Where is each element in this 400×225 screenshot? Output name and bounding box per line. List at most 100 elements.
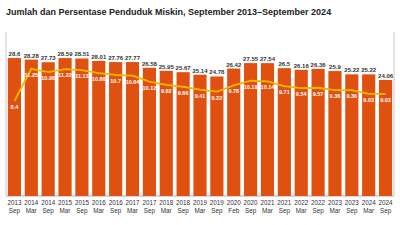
x-tick-label-line: Mar: [93, 207, 104, 214]
x-tick-label: 2021Mar: [260, 199, 275, 214]
x-tick-label-line: Mar: [195, 207, 206, 214]
bar: [177, 72, 190, 196]
line-label: 10.14: [261, 84, 276, 90]
bar: [58, 58, 71, 196]
x-tick-label-line: Feb: [228, 207, 239, 214]
chart-title: Jumlah dan Persentase Penduduk Miskin, S…: [6, 7, 331, 17]
x-tick-label-line: 2014: [24, 199, 39, 206]
line-label: 11.13: [75, 73, 88, 79]
bar: [25, 60, 38, 196]
bar-label: 28.59: [58, 51, 74, 57]
line-label: 10.12: [143, 85, 157, 91]
x-tick-label: 2020Sep: [244, 199, 259, 215]
x-tick-label: 2014Sep: [41, 199, 56, 215]
bar-label: 26.16: [294, 63, 310, 69]
line-label: 9.36: [346, 93, 357, 99]
x-tick-label-line: 2013: [7, 199, 22, 206]
x-tick-label: 2015Mar: [58, 199, 73, 214]
line-label: 9.03: [363, 97, 374, 103]
y-axis-line: [6, 32, 7, 196]
bar: [193, 75, 206, 196]
bar-label: 26.5: [279, 61, 291, 67]
x-tick-label-line: Sep: [380, 207, 392, 215]
line-label: 9.71: [279, 89, 290, 95]
x-tick-label: 2017Sep: [142, 199, 157, 215]
x-tick-label: 2014Mar: [24, 199, 39, 214]
bar-label: 28.01: [91, 54, 107, 60]
x-tick-label-line: Sep: [279, 207, 291, 215]
bar-label: 26.36: [311, 62, 327, 68]
line-label: 10.19: [244, 84, 258, 90]
x-tick-label-line: Sep: [211, 207, 223, 215]
x-tick-label-line: 2019: [193, 199, 208, 206]
bar-label: 27.73: [41, 55, 57, 61]
bar-label: 28.6: [9, 51, 21, 57]
bar-label: 27.76: [108, 55, 124, 61]
bar: [160, 71, 173, 196]
marks: [8, 58, 392, 196]
bar: [42, 62, 55, 196]
x-tick-label-line: Sep: [346, 207, 358, 215]
line-label: 10.64: [126, 79, 141, 85]
bar: [210, 76, 223, 196]
x-tick-label-line: 2017: [126, 199, 141, 206]
chart-container: Jumlah dan Persentase Penduduk Miskin, S…: [0, 0, 400, 225]
x-tick-label: 2016Mar: [92, 199, 107, 214]
bar-label: 26.58: [142, 61, 158, 67]
x-tick-label-line: 2021: [277, 199, 292, 206]
x-tick-label-line: Sep: [144, 207, 156, 215]
line-label: 9.54: [296, 91, 308, 97]
line-label: 9.78: [228, 88, 239, 94]
bar: [92, 61, 105, 196]
y2-axis-line: [394, 32, 395, 196]
x-tick-label-line: Mar: [363, 207, 374, 214]
bar-label: 25.67: [176, 65, 192, 71]
line-label: 11.25: [25, 72, 38, 78]
x-tick-label-line: 2023: [345, 199, 360, 206]
x-tick-label: 2013Sep: [7, 199, 22, 215]
bar: [379, 80, 392, 196]
line-label: 9.03: [380, 97, 391, 103]
x-tick-label: 2019Mar: [193, 199, 208, 214]
bar-label: 25.22: [344, 67, 360, 73]
x-tick-label: 2018Sep: [176, 199, 191, 215]
x-tick-label-line: 2018: [159, 199, 174, 206]
bar-label: 26.42: [226, 62, 242, 68]
bar-label: 25.9: [329, 64, 341, 70]
x-tick-label-line: Mar: [296, 207, 307, 214]
x-tick-label: 2021Sep: [277, 199, 292, 215]
bar: [109, 62, 122, 196]
x-tick-label-line: Mar: [127, 207, 138, 214]
bar: [244, 63, 257, 196]
x-tick-label-line: Sep: [245, 207, 257, 215]
line-label: 10.96: [41, 75, 55, 81]
x-tick-label-line: 2022: [294, 199, 309, 206]
bar: [75, 58, 88, 196]
bar: [227, 69, 240, 196]
bar-label: 24.06: [378, 73, 394, 79]
bar-label: 25.14: [192, 68, 208, 74]
bar: [8, 58, 21, 196]
x-tick-label-line: Mar: [60, 207, 71, 214]
line-label: 9.36: [330, 93, 341, 99]
line-label: 9.41: [195, 93, 206, 99]
x-tick-label: 2024Sep: [379, 199, 394, 215]
x-tick-label-line: Mar: [26, 207, 37, 214]
x-tick-label-line: 2020: [244, 199, 259, 206]
line-label: 11.22: [58, 72, 71, 78]
x-tick-label-line: Sep: [9, 207, 21, 215]
x-tick-label-line: 2017: [142, 199, 157, 206]
x-tick-label-line: Mar: [262, 207, 273, 214]
x-tick-label: 2018Mar: [159, 199, 174, 214]
x-tick-label-line: 2016: [109, 199, 124, 206]
x-tick-label: 2020Feb: [227, 199, 242, 214]
line-label: 8.4: [11, 104, 20, 110]
data-labels: 28.628.2827.7328.5928.5128.0127.7627.772…: [9, 51, 394, 110]
x-tick-label: 2016Sep: [109, 199, 124, 215]
bar-label: 27.77: [125, 55, 141, 61]
x-tick-label: 2023Mar: [328, 199, 343, 214]
x-tick-label-line: 2021: [260, 199, 275, 206]
x-tick-label-line: 2015: [58, 199, 73, 206]
x-tick-label-line: 2015: [75, 199, 90, 206]
x-tick-label: 2015Sep: [75, 199, 90, 215]
